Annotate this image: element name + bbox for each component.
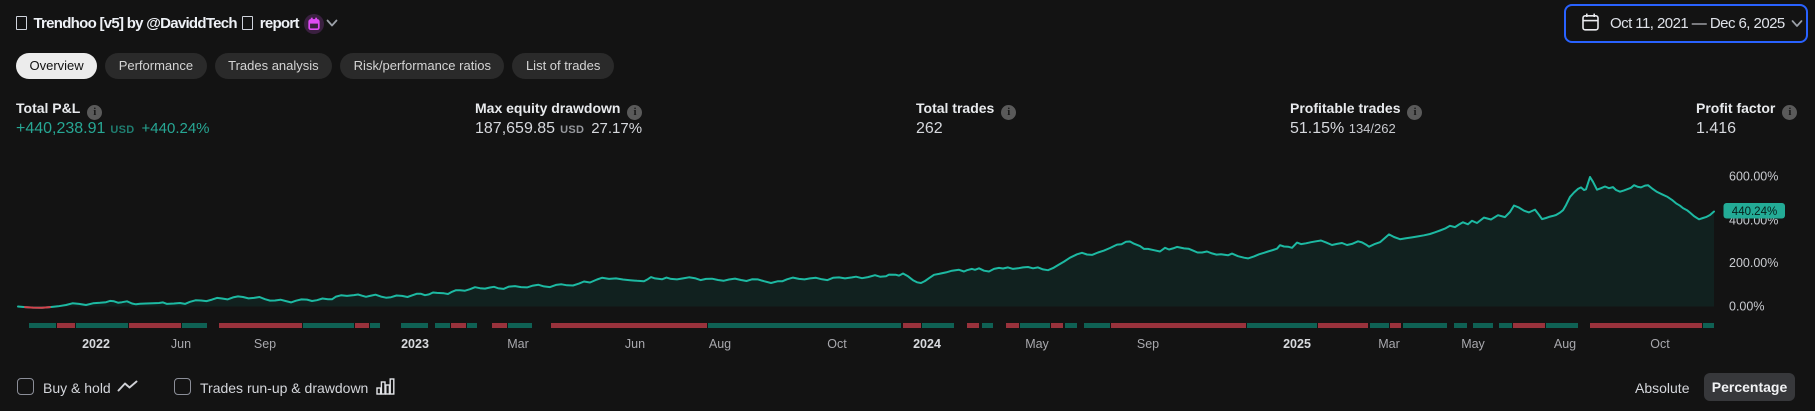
svg-text:440.24%: 440.24% [1732,206,1777,218]
svg-text:200.00%: 200.00% [1729,256,1778,270]
svg-text:2024: 2024 [913,337,941,351]
svg-text:Sep: Sep [1137,337,1159,351]
svg-text:0.00%: 0.00% [1729,299,1764,313]
svg-text:2022: 2022 [82,337,110,351]
svg-text:Sep: Sep [254,337,276,351]
svg-text:Jun: Jun [171,337,191,351]
svg-text:Aug: Aug [1554,337,1576,351]
svg-text:600.00%: 600.00% [1729,169,1778,183]
svg-text:Jun: Jun [625,337,645,351]
svg-text:Aug: Aug [709,337,731,351]
svg-text:2025: 2025 [1283,337,1311,351]
svg-text:2023: 2023 [401,337,429,351]
svg-text:May: May [1025,337,1049,351]
svg-text:Oct: Oct [1650,337,1670,351]
svg-text:Mar: Mar [1378,337,1400,351]
svg-text:Oct: Oct [827,337,847,351]
svg-text:Mar: Mar [507,337,529,351]
svg-text:May: May [1461,337,1485,351]
